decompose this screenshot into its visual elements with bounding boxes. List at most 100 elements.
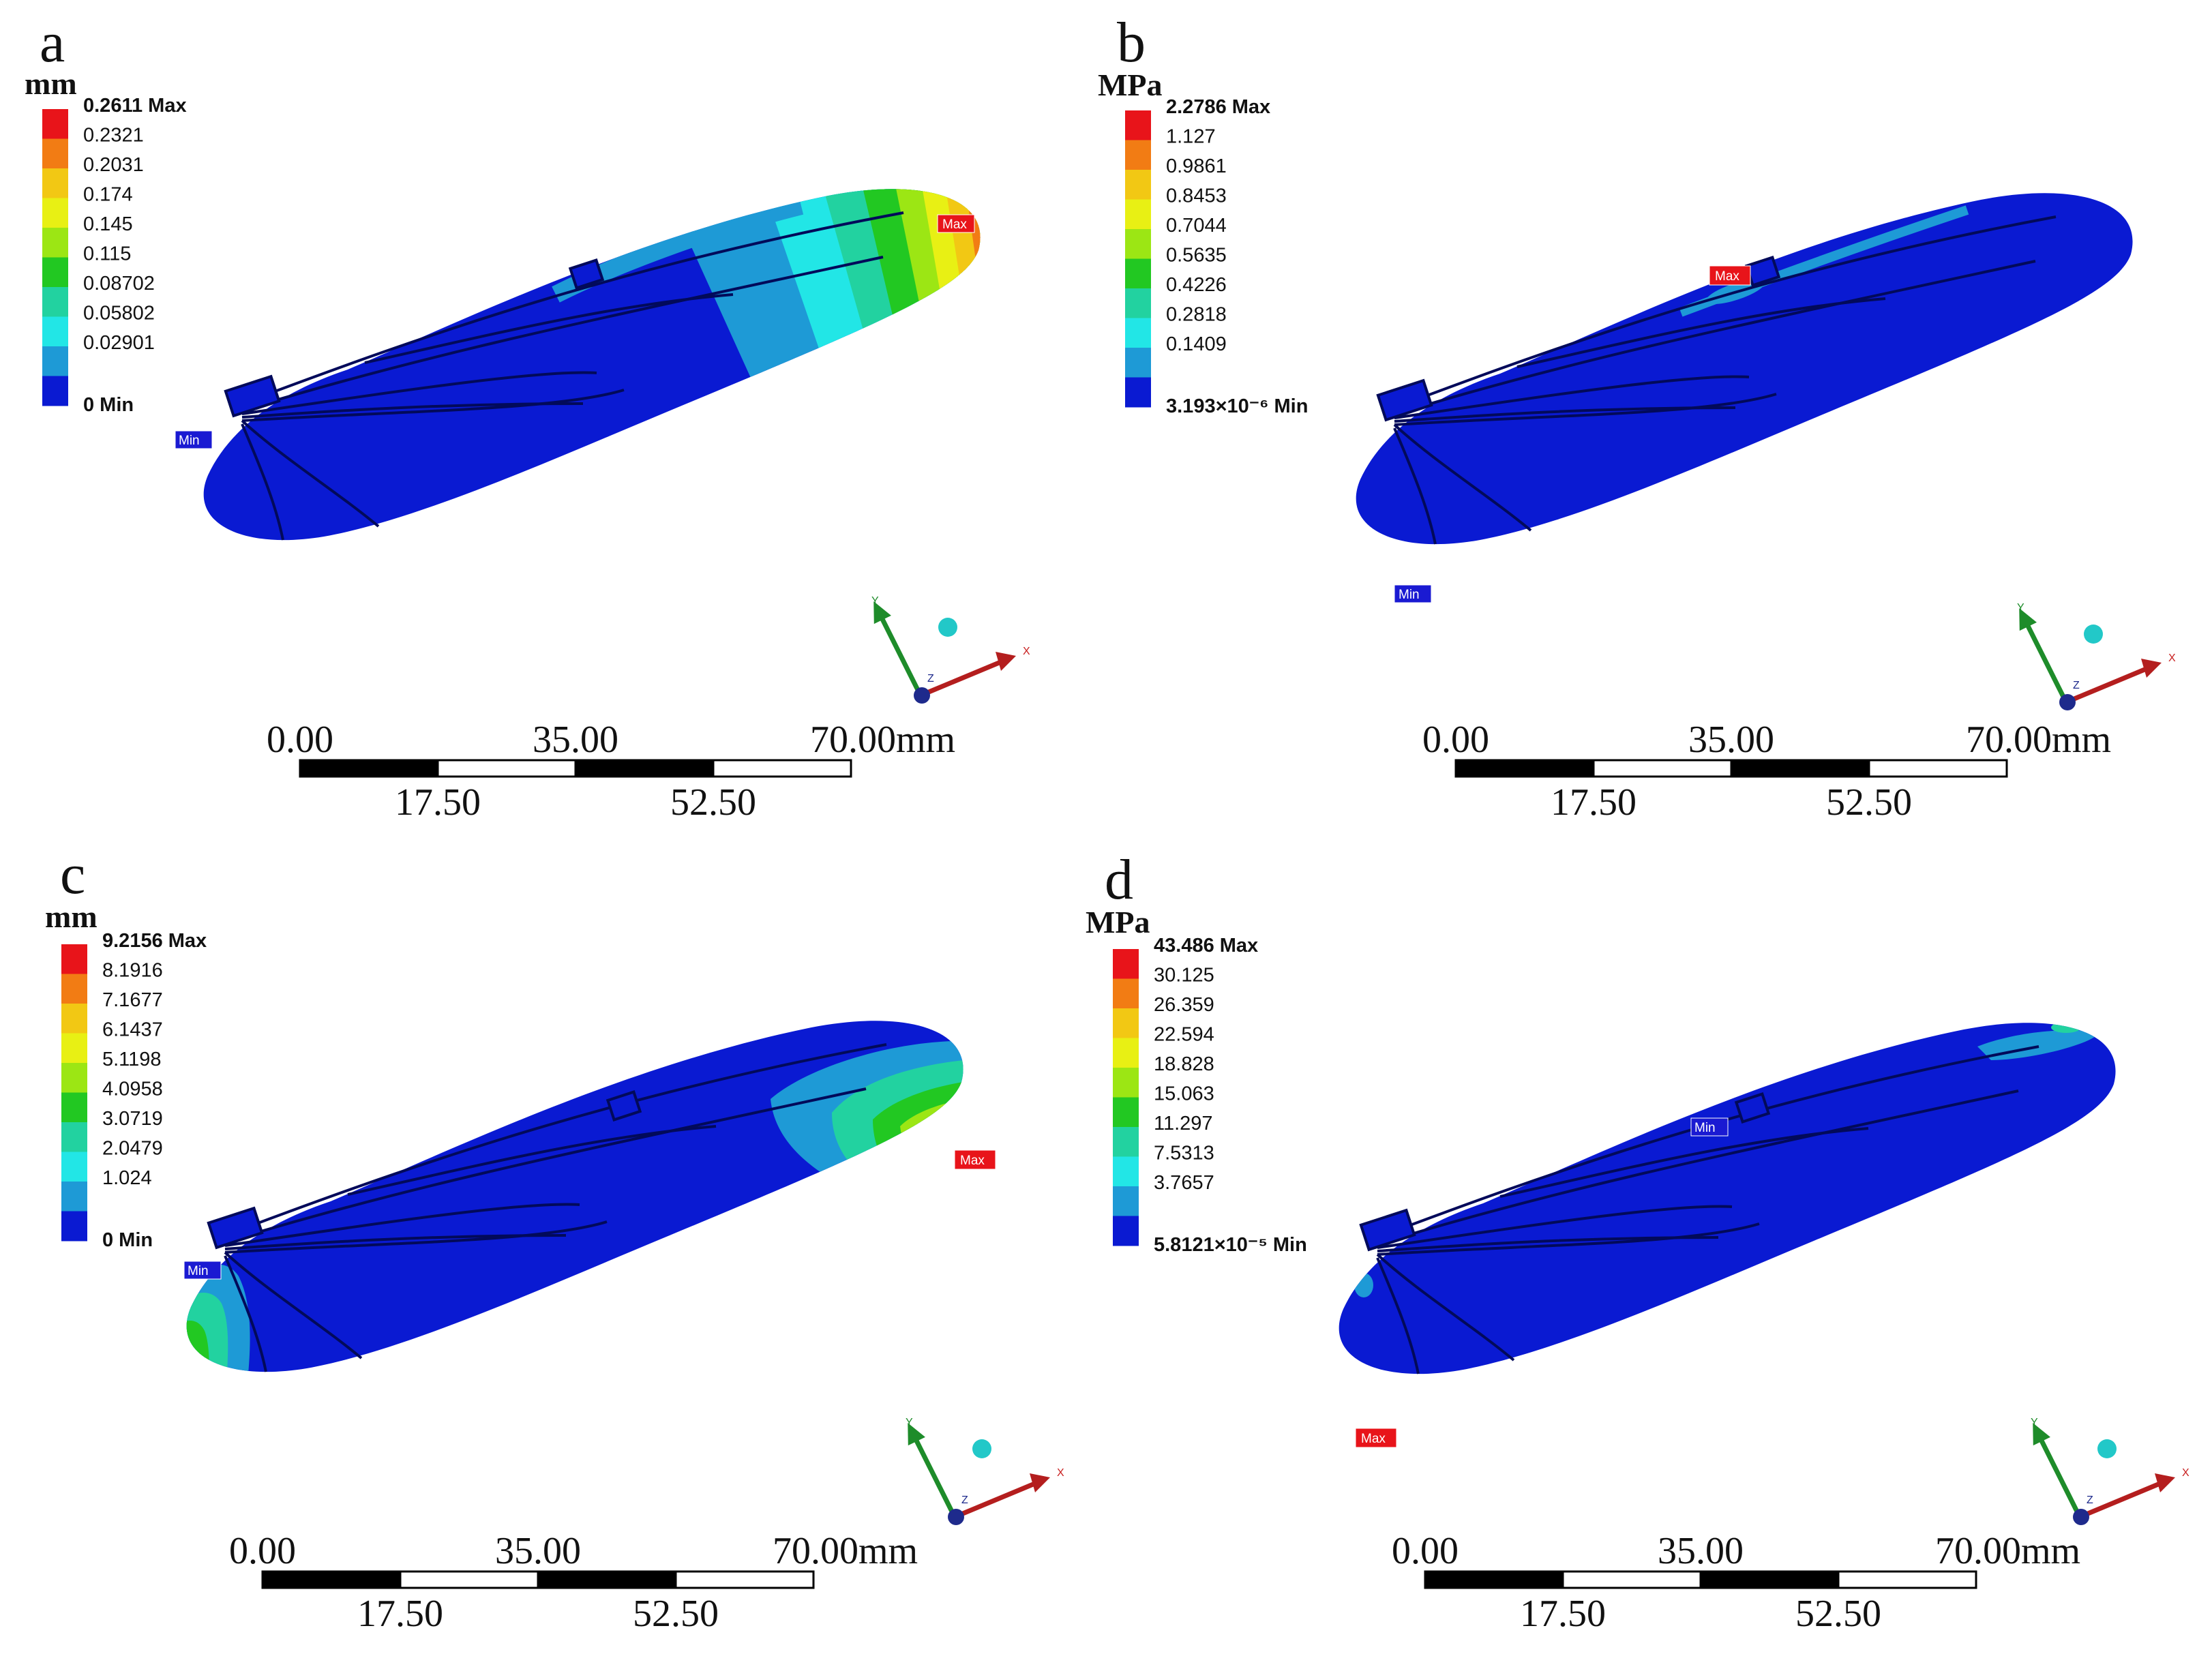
view-sphere bbox=[938, 618, 957, 637]
legend-label: 0.2818 bbox=[1166, 304, 1227, 326]
wing-root-clamp bbox=[207, 1206, 264, 1250]
legend-swatch bbox=[1125, 348, 1151, 378]
legend-label: 0.08702 bbox=[83, 273, 155, 295]
scale-bar: 0.00 35.00 70.00mm 17.50 52.50 bbox=[229, 1530, 918, 1635]
legend-swatch bbox=[42, 228, 68, 258]
legend-unit: mm bbox=[45, 899, 98, 934]
legend-label: 5.1198 bbox=[102, 1049, 162, 1070]
scale-segment bbox=[299, 759, 439, 778]
wing-root-clamp bbox=[1376, 378, 1433, 422]
scale-segment bbox=[1837, 1570, 1977, 1589]
max-probe: Max bbox=[1355, 1428, 1397, 1448]
y-axis-arrow bbox=[2022, 619, 2069, 704]
panel-letter: b bbox=[1117, 11, 1146, 74]
legend-swatch bbox=[1113, 978, 1139, 1009]
y-axis-arrow bbox=[2036, 1434, 2082, 1518]
min-probe: Min bbox=[1690, 1117, 1729, 1137]
legend-swatch bbox=[61, 1033, 87, 1064]
legend-label: 0.2031 bbox=[83, 154, 144, 176]
max-tag: Max bbox=[960, 1154, 985, 1168]
x-axis-letter: X bbox=[2168, 652, 2176, 664]
legend-label: 0.7044 bbox=[1166, 215, 1227, 237]
min-tag: Min bbox=[179, 434, 200, 448]
legend-label: 0.02901 bbox=[83, 332, 155, 354]
legend-swatch bbox=[42, 168, 68, 198]
legend-swatch bbox=[42, 346, 68, 376]
legend-label: 0 Min bbox=[83, 394, 134, 416]
legend-swatch bbox=[1125, 377, 1151, 408]
scale-segment bbox=[1699, 1570, 1840, 1589]
min-probe: Min bbox=[175, 430, 213, 449]
scale-segment bbox=[261, 1570, 402, 1589]
legend-swatch bbox=[61, 1092, 87, 1123]
legend-swatch bbox=[61, 974, 87, 1004]
scale-tick-label: 52.50 bbox=[633, 1593, 719, 1635]
legend-unit: MPa bbox=[1098, 67, 1163, 102]
x-axis-letter: X bbox=[1023, 646, 1030, 657]
vein-joint bbox=[568, 258, 605, 290]
z-axis-dot bbox=[2073, 1509, 2089, 1525]
max-tag: Max bbox=[1715, 269, 1739, 284]
y-axis-letter: Y bbox=[871, 595, 879, 607]
color-legend: 43.486 Max 30.125 26.359 22.594 18.828 15.063… bbox=[1113, 935, 1307, 1256]
legend-label: 30.125 bbox=[1154, 965, 1214, 987]
scale-tick-label: 35.00 bbox=[495, 1530, 581, 1572]
max-tag: Max bbox=[1361, 1432, 1386, 1446]
scale-tick-label: 35.00 bbox=[533, 719, 618, 761]
coordinate-triad: Y X Z bbox=[2017, 602, 2176, 710]
vein-joint bbox=[1734, 1092, 1771, 1124]
scale-segment bbox=[1730, 759, 1870, 778]
scale-segment bbox=[574, 759, 715, 778]
legend-swatch bbox=[61, 1122, 87, 1152]
panel-letter: c bbox=[60, 843, 85, 906]
legend-label: 9.2156 Max bbox=[102, 930, 207, 952]
x-axis-letter: X bbox=[2182, 1467, 2189, 1479]
legend-label: 1.127 bbox=[1166, 126, 1216, 148]
scale-tick-label: 70.00mm bbox=[810, 719, 955, 761]
legend-swatch bbox=[1125, 199, 1151, 230]
scale-tick-label: 0.00 bbox=[267, 719, 333, 761]
legend-swatch bbox=[1125, 140, 1151, 170]
scale-segment bbox=[1592, 759, 1733, 778]
x-axis-letter: X bbox=[1057, 1467, 1064, 1479]
scale-segment bbox=[436, 759, 577, 778]
scale-segment bbox=[1454, 759, 1595, 778]
legend-label: 3.0719 bbox=[102, 1108, 163, 1130]
legend-swatch bbox=[1113, 1156, 1139, 1187]
legend-label: 6.1437 bbox=[102, 1019, 163, 1041]
legend-swatch bbox=[61, 1004, 87, 1034]
y-axis-letter: Y bbox=[906, 1417, 913, 1428]
legend-swatch bbox=[1113, 1127, 1139, 1157]
scale-tick-label: 17.50 bbox=[1520, 1593, 1606, 1635]
legend-label: 43.486 Max bbox=[1154, 935, 1258, 957]
wing-model: Max Min bbox=[175, 189, 981, 541]
panel-letter: d bbox=[1105, 848, 1133, 912]
legend-label: 0 Min bbox=[102, 1229, 153, 1251]
legend-label: 3.7657 bbox=[1154, 1172, 1214, 1194]
legend-swatch bbox=[61, 1182, 87, 1212]
legend-label: 26.359 bbox=[1154, 994, 1214, 1016]
legend-swatch bbox=[42, 316, 68, 347]
legend-swatch bbox=[42, 257, 68, 288]
legend-swatch bbox=[1113, 1068, 1139, 1098]
legend-swatch bbox=[1113, 1038, 1139, 1068]
scale-segment bbox=[674, 1570, 815, 1589]
legend-label: 22.594 bbox=[1154, 1024, 1214, 1046]
view-sphere bbox=[2084, 625, 2103, 644]
legend-swatch bbox=[1125, 110, 1151, 140]
legend-label: 7.5313 bbox=[1154, 1143, 1214, 1164]
legend-label: 0.05802 bbox=[83, 303, 155, 325]
legend-swatch bbox=[61, 1152, 87, 1182]
legend-label: 0.9861 bbox=[1166, 155, 1227, 177]
wing-model: Max Min bbox=[1356, 193, 2133, 603]
legend-swatch bbox=[42, 109, 68, 139]
scale-tick-label: 52.50 bbox=[670, 781, 756, 824]
legend-label: 0.1409 bbox=[1166, 333, 1227, 355]
x-axis-arrow bbox=[919, 659, 1004, 698]
color-legend: 9.2156 Max 8.1916 7.1677 6.1437 5.1198 4.0958… bbox=[61, 930, 207, 1251]
legend-label: 2.2786 Max bbox=[1166, 96, 1270, 118]
z-axis-dot bbox=[2059, 694, 2076, 710]
scale-bar: 0.00 35.00 70.00mm 17.50 52.50 bbox=[1422, 719, 2111, 824]
scale-tick-label: 17.50 bbox=[395, 781, 481, 824]
y-axis-arrow bbox=[911, 1434, 957, 1518]
